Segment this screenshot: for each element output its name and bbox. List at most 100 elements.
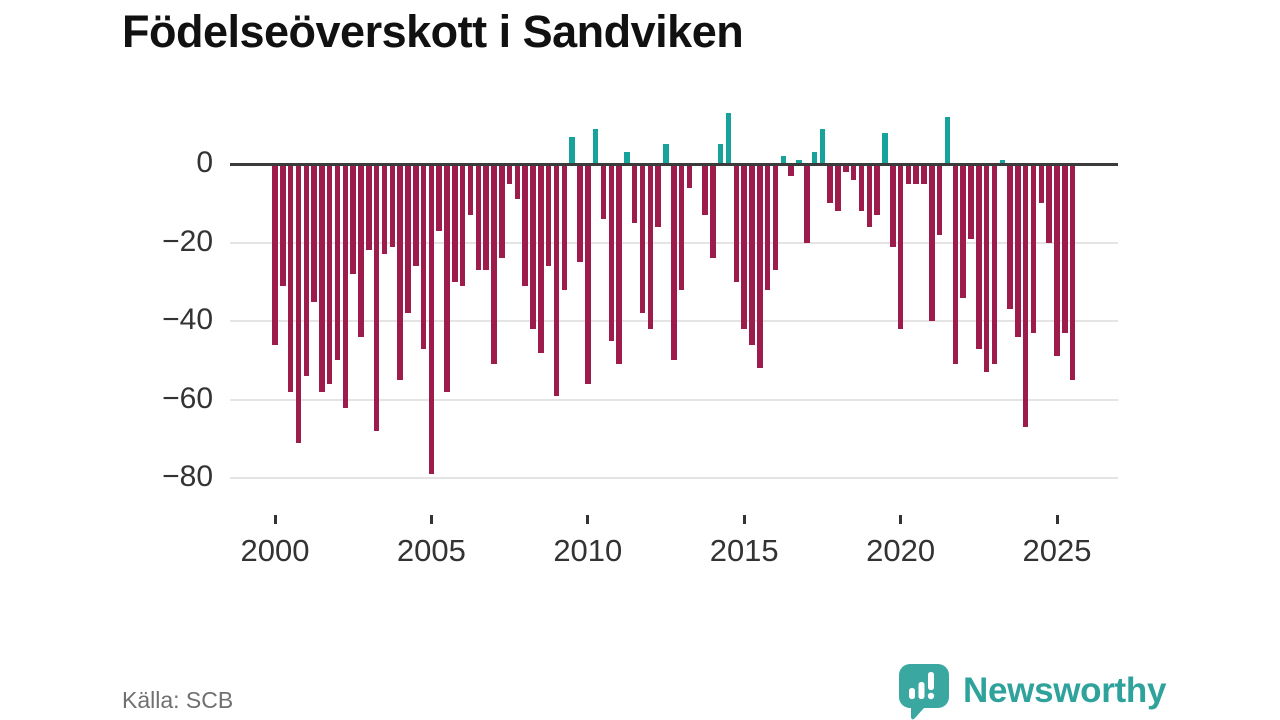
y-gridline bbox=[230, 398, 1118, 401]
bar-2002-Q2 bbox=[342, 164, 349, 408]
bar-2006-Q3 bbox=[475, 164, 482, 270]
bar-2016-Q1 bbox=[772, 164, 779, 270]
bar-2019-Q1 bbox=[866, 164, 873, 227]
bar-2020-Q1 bbox=[897, 164, 904, 329]
bar-2010-Q4 bbox=[608, 164, 615, 341]
bar-2008-Q1 bbox=[522, 164, 528, 286]
bar-2021-Q3 bbox=[944, 116, 951, 164]
bar-2010-Q3 bbox=[600, 164, 607, 219]
bar-2006-Q4 bbox=[483, 164, 489, 270]
bar-2005-Q3 bbox=[444, 164, 450, 392]
bar-2018-Q1 bbox=[835, 164, 841, 212]
bar-2012-Q4 bbox=[671, 164, 677, 361]
bar-2015-Q2 bbox=[749, 164, 755, 345]
bar-2001-Q1 bbox=[303, 164, 310, 377]
x-axis-tick bbox=[1055, 515, 1059, 524]
bar-2009-Q1 bbox=[553, 164, 560, 396]
bar-2021-Q1 bbox=[929, 164, 935, 322]
x-axis-tick bbox=[742, 515, 746, 524]
bar-2005-Q1 bbox=[428, 164, 435, 475]
bar-2011-Q3 bbox=[631, 164, 638, 223]
x-axis-tick bbox=[429, 515, 433, 524]
bar-2002-Q4 bbox=[358, 164, 364, 337]
bar-2007-Q1 bbox=[491, 164, 497, 365]
bar-2006-Q2 bbox=[467, 164, 474, 216]
newsworthy-logo-icon bbox=[897, 662, 951, 720]
bar-2018-Q3 bbox=[850, 164, 857, 180]
bar-2012-Q1 bbox=[647, 164, 654, 329]
bar-2020-Q4 bbox=[921, 164, 927, 184]
bar-2022-Q4 bbox=[983, 164, 990, 373]
bar-2008-Q2 bbox=[530, 164, 536, 329]
bar-2009-Q4 bbox=[577, 164, 583, 263]
x-axis-tick-label: 2015 bbox=[709, 533, 779, 568]
bar-2019-Q2 bbox=[874, 164, 880, 216]
bar-2005-Q2 bbox=[436, 164, 442, 231]
bar-2015-Q4 bbox=[764, 164, 771, 290]
bar-2021-Q4 bbox=[952, 164, 959, 365]
bar-2019-Q3 bbox=[882, 132, 888, 164]
bar-2018-Q2 bbox=[843, 164, 849, 172]
bar-2001-Q3 bbox=[319, 164, 325, 392]
bar-2015-Q1 bbox=[741, 164, 747, 329]
bar-2023-Q2 bbox=[999, 160, 1006, 164]
bar-2000-Q3 bbox=[287, 164, 294, 392]
bar-2000-Q4 bbox=[295, 164, 302, 443]
bar-2022-Q1 bbox=[960, 164, 966, 298]
bar-2023-Q3 bbox=[1007, 164, 1013, 310]
x-axis-tick-label: 2025 bbox=[1022, 533, 1092, 568]
bar-2008-Q3 bbox=[538, 164, 544, 353]
bar-2017-Q2 bbox=[811, 152, 818, 164]
bar-2003-Q3 bbox=[381, 164, 388, 255]
bar-2001-Q2 bbox=[311, 164, 317, 302]
bar-2013-Q4 bbox=[702, 164, 708, 216]
bar-2021-Q2 bbox=[936, 164, 943, 235]
bar-2024-Q4 bbox=[1046, 164, 1052, 243]
bar-2013-Q1 bbox=[678, 164, 685, 290]
bar-2004-Q1 bbox=[397, 164, 403, 380]
bar-2003-Q4 bbox=[389, 164, 396, 247]
bar-2024-Q3 bbox=[1038, 164, 1045, 204]
source-attribution: Källa: SCB bbox=[122, 687, 234, 713]
bar-2000-Q2 bbox=[280, 164, 286, 286]
bar-2025-Q1 bbox=[1054, 164, 1060, 357]
bar-2014-Q1 bbox=[710, 164, 716, 259]
bar-2012-Q2 bbox=[655, 164, 661, 227]
bar-2011-Q4 bbox=[639, 164, 646, 314]
bar-2012-Q3 bbox=[663, 144, 669, 164]
bar-2003-Q1 bbox=[366, 164, 372, 251]
bar-2010-Q1 bbox=[585, 164, 591, 384]
bar-2025-Q2 bbox=[1062, 164, 1068, 333]
zero-axis-line bbox=[230, 162, 1118, 166]
y-axis-tick-label: 0 bbox=[196, 146, 213, 179]
bar-2016-Q3 bbox=[788, 164, 794, 176]
bar-2013-Q2 bbox=[686, 164, 693, 188]
bar-2004-Q2 bbox=[405, 164, 411, 314]
bar-2005-Q4 bbox=[452, 164, 458, 282]
bar-2020-Q2 bbox=[905, 164, 912, 184]
bar-2017-Q4 bbox=[827, 164, 833, 204]
bar-2011-Q2 bbox=[624, 152, 630, 164]
chart-title: Födelseöverskott i Sandviken bbox=[122, 6, 744, 57]
bar-2017-Q1 bbox=[804, 164, 810, 243]
bar-2014-Q4 bbox=[733, 164, 740, 282]
bar-2010-Q2 bbox=[592, 128, 599, 164]
bar-2023-Q4 bbox=[1015, 164, 1021, 337]
bar-2002-Q1 bbox=[334, 164, 341, 361]
bar-2009-Q3 bbox=[569, 136, 575, 164]
y-axis-tick-label: −40 bbox=[162, 303, 213, 337]
bar-2016-Q4 bbox=[796, 160, 802, 164]
bar-2004-Q4 bbox=[420, 164, 427, 349]
bar-2016-Q2 bbox=[780, 156, 787, 164]
x-axis-tick bbox=[899, 515, 903, 524]
bar-2015-Q3 bbox=[757, 164, 763, 369]
bar-2009-Q2 bbox=[561, 164, 568, 290]
bar-2007-Q2 bbox=[499, 164, 505, 259]
bar-2014-Q2 bbox=[717, 144, 724, 164]
bar-2001-Q4 bbox=[326, 164, 333, 384]
bar-2003-Q2 bbox=[373, 164, 380, 432]
bar-2002-Q3 bbox=[350, 164, 356, 274]
x-axis-tick-label: 2010 bbox=[553, 533, 623, 568]
bar-2025-Q3 bbox=[1069, 164, 1076, 380]
